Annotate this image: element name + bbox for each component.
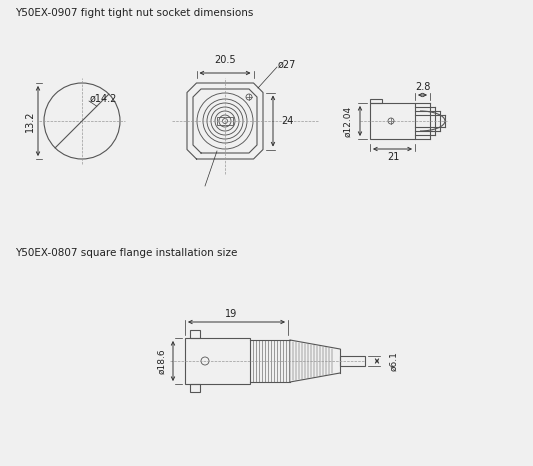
Text: 24: 24 — [281, 116, 293, 126]
Bar — [190, 330, 200, 338]
Bar — [217, 117, 233, 125]
Text: 2.8: 2.8 — [415, 82, 431, 92]
Text: ø27: ø27 — [278, 60, 296, 70]
Bar — [370, 99, 382, 103]
Text: 13.2: 13.2 — [25, 110, 35, 132]
Text: ø14.2: ø14.2 — [90, 94, 117, 104]
Text: 21: 21 — [387, 152, 399, 162]
Text: 19: 19 — [225, 309, 237, 319]
Bar — [185, 338, 250, 384]
Text: ø6.1: ø6.1 — [389, 351, 398, 371]
Text: 20.5: 20.5 — [214, 55, 236, 65]
Text: ø18.6: ø18.6 — [157, 348, 166, 374]
Text: Y50EX-0907 fight tight nut socket dimensions: Y50EX-0907 fight tight nut socket dimens… — [15, 8, 253, 18]
Bar — [190, 384, 200, 392]
Text: Y50EX-0807 square flange installation size: Y50EX-0807 square flange installation si… — [15, 248, 237, 258]
Text: ø12.04: ø12.04 — [343, 105, 352, 137]
Bar — [370, 103, 415, 139]
Bar — [340, 356, 365, 366]
